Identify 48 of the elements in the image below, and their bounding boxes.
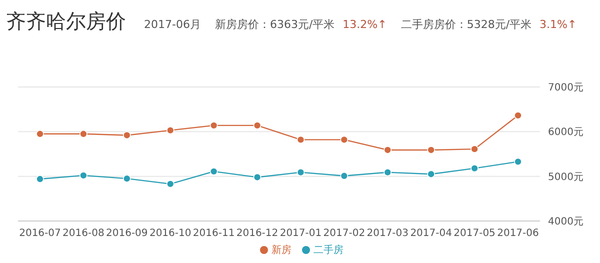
point: [123, 131, 131, 140]
point: [253, 173, 262, 182]
x-tick-label: 2017-04: [410, 228, 452, 240]
legend-label: 二手房: [314, 245, 344, 256]
point: [340, 136, 348, 144]
x-tick-label: 2016-10: [149, 228, 192, 240]
point: [514, 112, 522, 120]
text: 13.2%↑: [342, 18, 387, 31]
point: [166, 180, 174, 188]
text: 2017-06月: [144, 17, 201, 32]
point: [470, 164, 478, 172]
point: [427, 146, 435, 154]
y-tick-label: 6000元: [548, 127, 584, 138]
point: [296, 168, 305, 176]
x-tick-label: 2017-03: [366, 228, 409, 240]
text: 二手房房价：5328元/平米: [400, 17, 532, 32]
point: [80, 172, 88, 180]
point: [427, 170, 435, 178]
text: 新房房价：6363元/平米: [214, 17, 335, 32]
point: [340, 172, 348, 180]
point: [470, 145, 478, 153]
point: [296, 136, 305, 144]
y-tick-label: 5000元: [548, 172, 584, 183]
point: [384, 168, 392, 176]
legend-label: 新房: [272, 245, 292, 256]
x-tick-label: 2016-11: [192, 228, 235, 240]
x-tick-label: 2016-12: [236, 228, 278, 240]
point: [253, 122, 262, 130]
point: [123, 174, 131, 182]
point: [210, 122, 218, 130]
text: 3.1%↑: [540, 18, 577, 31]
chart-title: 齐齐哈尔房价: [6, 8, 126, 35]
point: [80, 130, 88, 138]
point: [36, 130, 44, 138]
x-tick-label: 2017-01: [280, 228, 322, 240]
point: [514, 158, 522, 166]
point: [384, 146, 392, 154]
x-tick-label: 2017-05: [454, 228, 496, 240]
x-tick-label: 2016-09: [106, 228, 148, 240]
y-tick-label: 4000元: [548, 216, 584, 228]
point: [210, 168, 218, 176]
point: [166, 126, 174, 134]
x-tick-label: 2017-02: [323, 228, 366, 240]
y-tick-label: 7000元: [548, 82, 584, 94]
x-tick-label: 2017-06: [497, 228, 539, 240]
x-tick-label: 2016-07: [19, 228, 61, 240]
point: [36, 175, 44, 183]
x-tick-label: 2016-08: [62, 228, 104, 240]
